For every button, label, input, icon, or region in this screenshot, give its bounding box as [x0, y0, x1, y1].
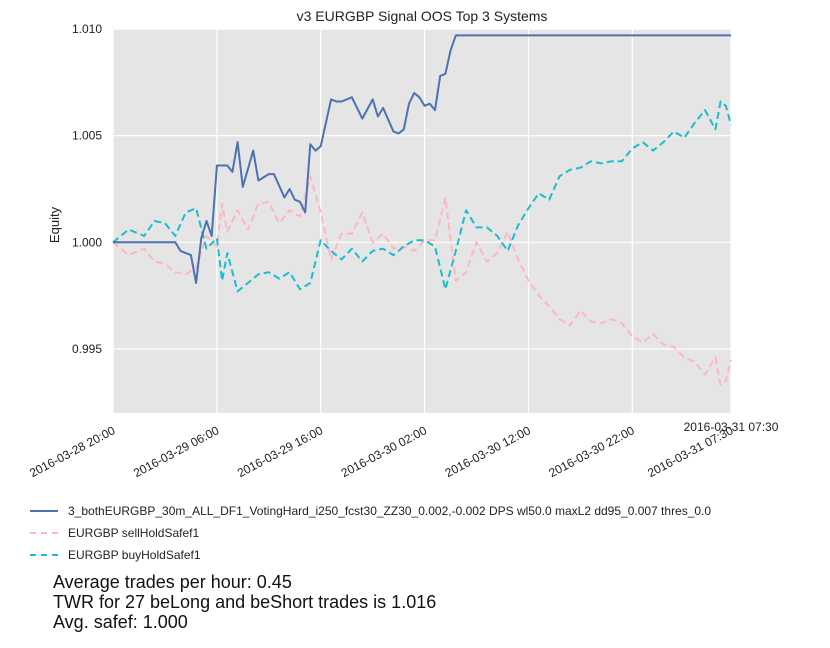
- y-tick-label: 1.010: [72, 22, 102, 36]
- series-line-1: [113, 34, 731, 284]
- x-tick-label: 2016-03-28 20:00: [27, 423, 118, 480]
- legend: 3_bothEURGBP_30m_ALL_DF1_VotingHard_i250…: [30, 500, 711, 566]
- legend-item: EURGBP buyHoldSafef1: [30, 544, 711, 566]
- legend-item: EURGBP sellHoldSafef1: [30, 522, 711, 544]
- avg-safef-text: Avg. safef: 1.000: [53, 612, 188, 632]
- legend-label: 3_bothEURGBP_30m_ALL_DF1_VotingHard_i250…: [68, 504, 712, 518]
- y-tick-label: 0.995: [72, 342, 102, 356]
- x-tick-label: 2016-03-30 02:00: [339, 423, 430, 480]
- series-lines: [112, 34, 732, 387]
- x-tick-label: 2016-03-29 16:00: [235, 423, 326, 480]
- y-tick-label: 1.005: [72, 129, 102, 143]
- stats-block: Average trades per hour: 0.45 TWR for 27…: [53, 572, 436, 632]
- x-tick-label: 2016-03-30 22:00: [547, 423, 638, 480]
- legend-swatch-dashed: [30, 554, 58, 556]
- twr-text: TWR for 27 beLong and beShort trades is …: [53, 592, 437, 612]
- x-tick-label: 2016-03-30 12:00: [443, 423, 534, 480]
- legend-swatch-dashed: [30, 532, 58, 534]
- y-axis-label: Equity: [47, 206, 62, 243]
- series-line-2: [112, 175, 732, 387]
- x-end-label: 2016-03-31 07:30: [684, 420, 779, 434]
- y-tick-label: 1.000: [72, 235, 102, 249]
- legend-swatch-solid: [30, 510, 58, 512]
- x-tick-label: 2016-03-29 06:00: [131, 423, 222, 480]
- legend-label: EURGBP sellHoldSafef1: [68, 526, 200, 540]
- legend-item: 3_bothEURGBP_30m_ALL_DF1_VotingHard_i250…: [30, 500, 711, 522]
- chart-title: v3 EURGBP Signal OOS Top 3 Systems: [297, 8, 548, 24]
- series-line-3: [112, 100, 732, 293]
- legend-label: EURGBP buyHoldSafef1: [68, 548, 201, 562]
- avg-trades-text: Average trades per hour: 0.45: [53, 572, 292, 592]
